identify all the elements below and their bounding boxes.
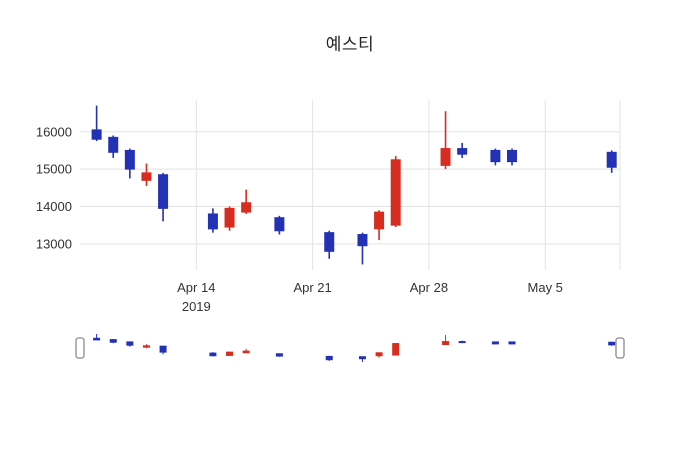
range-slider-candle: [275, 353, 283, 357]
candle[interactable]: [241, 189, 252, 214]
range-slider-candle: [608, 341, 616, 346]
range-slider[interactable]: [75, 334, 625, 362]
candle[interactable]: [507, 148, 517, 166]
range-slider-candle: [159, 345, 167, 355]
range-slider-candle: [375, 352, 383, 358]
svg-text:15000: 15000: [36, 162, 72, 177]
range-slider-candle: [93, 334, 101, 341]
svg-text:13000: 13000: [36, 236, 72, 251]
range-slider-candle: [242, 348, 250, 354]
range-slider-candle: [491, 341, 499, 345]
candle[interactable]: [274, 215, 285, 235]
candle[interactable]: [606, 150, 617, 173]
candle[interactable]: [224, 206, 235, 231]
candle[interactable]: [357, 232, 368, 265]
range-slider-candle: [458, 340, 466, 344]
svg-text:May 5: May 5: [528, 280, 563, 295]
range-slider-right-handle[interactable]: [615, 337, 625, 359]
svg-text:Apr 28: Apr 28: [410, 280, 448, 295]
gridlines: [80, 100, 621, 270]
candle[interactable]: [490, 148, 501, 166]
range-slider-candle: [508, 341, 516, 345]
candle[interactable]: [158, 172, 169, 222]
svg-text:14000: 14000: [36, 199, 72, 214]
range-slider-candle: [392, 342, 400, 356]
range-slider-candle: [209, 352, 217, 357]
range-slider-candle: [442, 334, 450, 346]
range-slider-candle: [142, 344, 150, 349]
range-slider-candle: [325, 355, 333, 362]
candle[interactable]: [91, 105, 102, 142]
range-slider-candle: [358, 356, 366, 362]
candle[interactable]: [141, 163, 152, 186]
y-axis-labels: 13000 14000 15000 16000: [36, 124, 72, 251]
range-slider-candle: [126, 341, 134, 347]
candles: [91, 105, 617, 265]
candle[interactable]: [324, 230, 335, 259]
candle[interactable]: [374, 210, 385, 241]
x-axis-labels: Apr 14 2019 Apr 21 Apr 28 May 5: [177, 280, 563, 314]
range-slider-candle: [226, 351, 234, 357]
svg-text:Apr 14: Apr 14: [177, 280, 215, 295]
candle[interactable]: [207, 208, 218, 233]
candle[interactable]: [108, 135, 119, 158]
candle[interactable]: [440, 111, 451, 170]
candle[interactable]: [124, 148, 135, 179]
chart-title: 예스티: [325, 35, 375, 54]
svg-text:16000: 16000: [36, 124, 72, 139]
svg-text:Apr 21: Apr 21: [293, 280, 331, 295]
range-slider-left-handle[interactable]: [75, 337, 85, 359]
range-slider-candle: [109, 339, 117, 344]
svg-text:2019: 2019: [182, 299, 211, 314]
candle[interactable]: [457, 142, 468, 158]
candle[interactable]: [390, 156, 401, 228]
